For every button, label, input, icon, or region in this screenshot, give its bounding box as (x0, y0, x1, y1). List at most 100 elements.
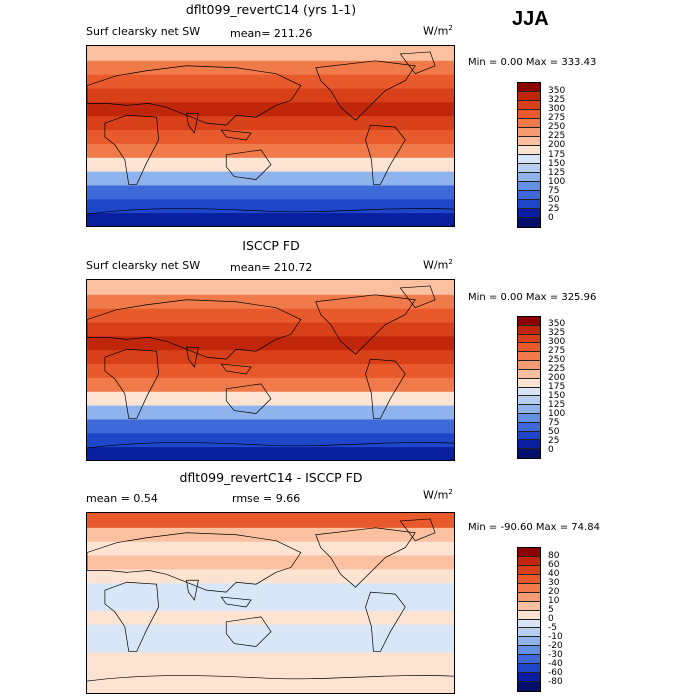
field-band (87, 142, 454, 158)
colorbar-tick-label: 225 (548, 364, 566, 375)
colorbar-tick-label: 350 (548, 319, 566, 330)
colorbar-swatch (518, 110, 540, 119)
panel3-minmax: Min = -90.60 Max = 74.84 (468, 522, 600, 533)
colorbar-tick-label: 0 (548, 614, 554, 624)
field-band (87, 665, 454, 681)
colorbar-swatch (518, 655, 540, 665)
colorbar-swatch (518, 325, 540, 335)
panel1-mean: mean= 211.26 (230, 27, 313, 40)
colorbar-swatch (518, 200, 540, 209)
field-band (87, 46, 454, 61)
colorbar-swatch (518, 413, 540, 423)
colorbar-tick-label: 75 (548, 417, 560, 428)
colorbar-tick-label: 50 (548, 195, 560, 206)
colorbar-swatch (518, 449, 540, 458)
colorbar-swatch (518, 334, 540, 344)
panel3-colorbar (517, 547, 541, 692)
field-band (87, 637, 454, 653)
colorbar-tick-label: 300 (548, 103, 566, 114)
colorbar-swatch (518, 173, 540, 182)
colorbar-tick-label: 250 (548, 355, 566, 366)
colorbar-swatch (518, 352, 540, 362)
coastline (365, 358, 406, 419)
coastline (87, 208, 454, 215)
colorbar-tick-label: 25 (548, 204, 560, 215)
panel3-map-svg (87, 513, 454, 693)
panel1-field: Surf clearsky net SW (86, 25, 201, 38)
field-band (87, 446, 454, 460)
coastline (399, 51, 436, 75)
colorbar-swatch (518, 548, 540, 557)
colorbar-tick-label: 50 (548, 426, 560, 437)
coastline (186, 346, 199, 368)
colorbar-tick-label: -5 (548, 623, 557, 634)
panel2-minmax: Min = 0.00 Max = 325.96 (468, 292, 597, 303)
coastline (87, 65, 302, 126)
coastline (220, 129, 252, 141)
panel3-mean: mean = 0.54 (86, 492, 158, 505)
panel2-colorbar (517, 316, 541, 459)
panel3-title: dflt099_revertC14 - ISCCP FD (179, 470, 363, 485)
panel1-colorbar (517, 82, 541, 228)
field-band (87, 609, 454, 625)
colorbar-swatch (518, 387, 540, 397)
panel2-title: ISCCP FD (242, 238, 300, 253)
field-band (87, 554, 454, 570)
panel3-units: W/m2 (423, 488, 453, 502)
colorbar-tick-label: 275 (548, 113, 566, 123)
coastline (225, 383, 272, 414)
field-band (87, 73, 454, 89)
colorbar-tick-label: 0 (548, 213, 554, 224)
colorbar-tick-label: 175 (548, 382, 566, 392)
colorbar-tick-label: 325 (548, 94, 566, 105)
coastline (399, 518, 436, 542)
colorbar-tick-label: 40 (548, 568, 560, 579)
field-band (87, 59, 454, 75)
coastline (225, 149, 272, 180)
panel1-map (86, 45, 455, 227)
colorbar-tick-label: 300 (548, 337, 566, 348)
colorbar-tick-label: 0 (548, 444, 554, 455)
colorbar-swatch (518, 378, 540, 388)
colorbar-tick-label: 200 (548, 373, 566, 384)
colorbar-tick-label: 350 (548, 85, 566, 96)
field-band (87, 349, 454, 365)
coastline (186, 579, 199, 601)
colorbar-swatch (518, 369, 540, 379)
colorbar-tick-label: 5 (548, 604, 554, 615)
colorbar-swatch (518, 422, 540, 432)
colorbar-swatch (518, 565, 540, 575)
field-band (87, 212, 454, 226)
colorbar-swatch (518, 431, 540, 441)
coastline (315, 60, 416, 121)
panel1-map-svg (87, 46, 454, 226)
coastline (87, 532, 302, 593)
colorbar-swatch (518, 128, 540, 137)
coastline (365, 124, 406, 185)
field-band (87, 129, 454, 144)
colorbar-swatch (518, 83, 540, 92)
panel2-mean: mean= 210.72 (230, 261, 313, 274)
colorbar-swatch (518, 610, 540, 620)
colorbar-tick-label: 75 (548, 186, 560, 196)
colorbar-swatch (518, 556, 540, 566)
panel2-map-svg (87, 280, 454, 460)
field-band (87, 540, 454, 556)
colorbar-swatch (518, 628, 540, 638)
colorbar-tick-label: 100 (548, 408, 566, 419)
field-band (87, 513, 454, 528)
colorbar-tick-label: 100 (548, 176, 566, 187)
colorbar-tick-label: 275 (548, 346, 566, 357)
colorbar-swatch (518, 146, 540, 155)
field-band (87, 363, 454, 378)
colorbar-swatch (518, 592, 540, 602)
colorbar-tick-label: 150 (548, 390, 566, 401)
colorbar-tick-label: 200 (548, 140, 566, 151)
colorbar-tick-label: -40 (548, 659, 563, 670)
field-band (87, 432, 454, 448)
field-band (87, 582, 454, 598)
field-band (87, 184, 454, 200)
coastline (315, 294, 416, 355)
panel2-units: W/m2 (423, 258, 453, 272)
coastline (225, 616, 272, 647)
